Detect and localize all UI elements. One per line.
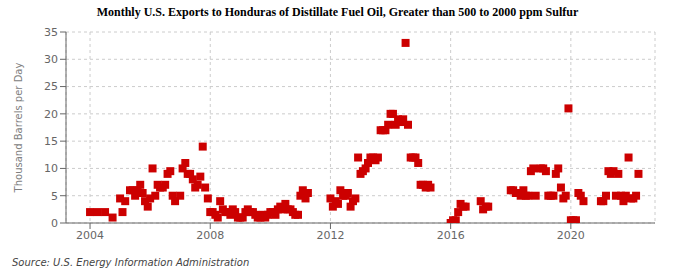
svg-text:0: 0 <box>51 217 58 230</box>
svg-text:Thousand Barrels per Day: Thousand Barrels per Day <box>13 63 24 194</box>
svg-text:2020: 2020 <box>557 229 585 242</box>
svg-text:35: 35 <box>44 26 58 39</box>
svg-text:2016: 2016 <box>437 229 465 242</box>
svg-text:15: 15 <box>44 135 58 148</box>
svg-text:25: 25 <box>44 80 58 93</box>
svg-text:2008: 2008 <box>196 229 224 242</box>
svg-text:2012: 2012 <box>316 229 344 242</box>
html-text:Monthly U.S. Exports to Hondur: Monthly U.S. Exports to Honduras of Dist… <box>96 5 579 19</box>
svg-text:10: 10 <box>44 162 58 175</box>
svg-text:5: 5 <box>51 190 58 203</box>
svg-text:2004: 2004 <box>76 229 104 242</box>
svg-text:20: 20 <box>44 108 58 121</box>
html-text:Source: U.S. Energy Informatio: Source: U.S. Energy Information Administ… <box>12 257 250 268</box>
svg-text:30: 30 <box>44 53 58 66</box>
